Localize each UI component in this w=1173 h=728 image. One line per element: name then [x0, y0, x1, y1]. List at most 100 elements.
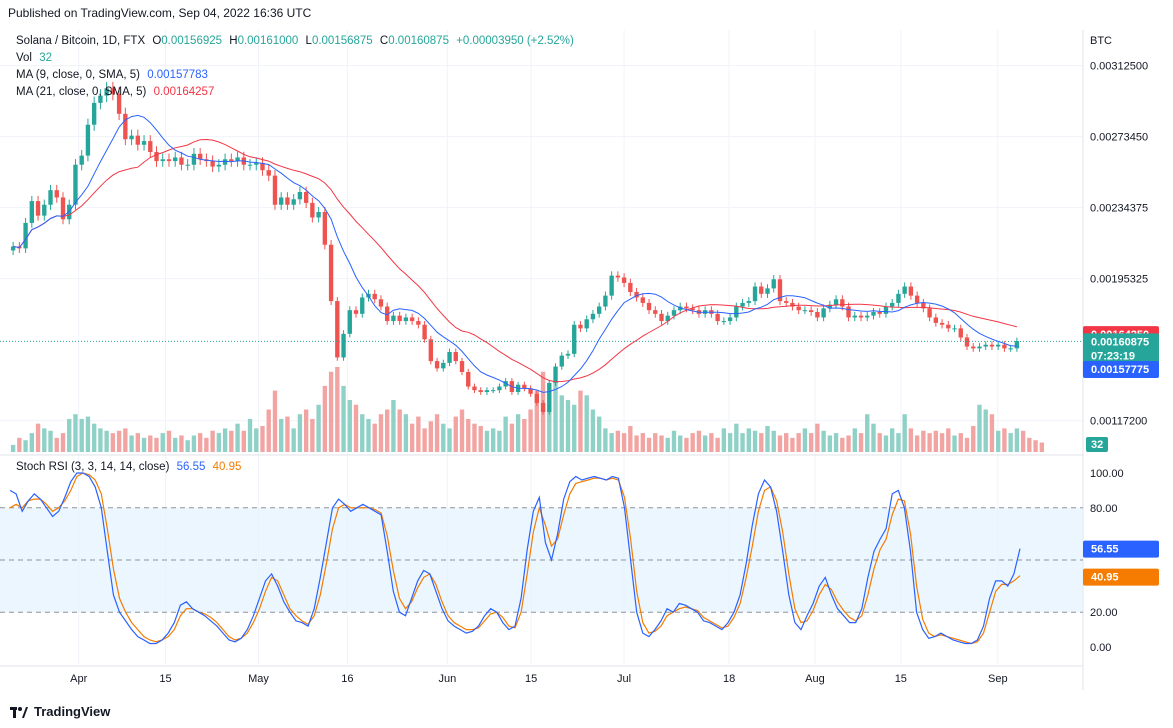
ma9-value: 0.00157783 [147, 69, 208, 81]
volume-bar [91, 423, 97, 452]
candle-body [734, 306, 739, 318]
volume-bar [335, 367, 340, 452]
volume-bar [503, 416, 508, 452]
candle-body [79, 155, 84, 165]
candle-body [173, 157, 178, 162]
published-note: Published on TradingView.com, Sep 04, 20… [8, 6, 312, 20]
candle-body [665, 315, 670, 322]
high-value: 0.00161000 [237, 35, 299, 47]
volume-bar [466, 418, 471, 452]
candle-body [434, 361, 440, 369]
volume-bar [615, 430, 621, 452]
time-tick-label: Apr [70, 673, 87, 685]
candle-body [235, 157, 240, 162]
candle-body [740, 302, 745, 307]
volume-bar [572, 404, 577, 452]
volume-bar [665, 437, 670, 452]
candle-body [279, 197, 284, 205]
candle-body [765, 288, 770, 294]
volume-bar [397, 409, 402, 452]
candle-body [883, 306, 889, 314]
candle-body [222, 159, 228, 165]
volume-bar [391, 400, 396, 452]
change-value: +0.00003950 (+2.52%) [456, 35, 574, 47]
candle-body [1014, 341, 1020, 349]
volume-bar [584, 395, 589, 452]
volume-bar [447, 428, 452, 452]
time-tick-label: 15 [159, 673, 171, 685]
candle-body [35, 201, 41, 216]
volume-bar [578, 390, 583, 452]
symbol-name[interactable]: Solana / Bitcoin, 1D, FTX [16, 35, 146, 47]
close-value: 0.00160875 [388, 35, 449, 47]
volume-bar [23, 440, 28, 452]
rsi-k-tag-bg [1083, 540, 1159, 558]
stoch-rsi-pane [0, 472, 1083, 645]
volume-bar [771, 430, 776, 452]
volume-bar [846, 435, 851, 452]
candle-body [596, 306, 602, 314]
volume-bar [341, 385, 346, 452]
candle-body [989, 344, 995, 347]
volume-bar [1027, 437, 1032, 452]
ma21-line [13, 138, 1018, 383]
volume-legend: Vol 32 [16, 52, 52, 64]
volume-bar [927, 433, 932, 452]
ma9-label[interactable]: MA (9, close, 0, SMA, 5) [16, 69, 140, 81]
volume-bar [328, 371, 334, 452]
rsi-k-tag-text: 56.55 [1091, 544, 1119, 556]
volume-bar [166, 430, 172, 452]
candle-body [297, 192, 303, 200]
footer-brand[interactable]: TradingView [10, 704, 110, 719]
volume-bar [241, 430, 246, 452]
last-price-tag-bg [1083, 333, 1159, 366]
volume-bars [10, 367, 1045, 452]
volume-bar [690, 433, 695, 452]
candle-body [865, 315, 870, 318]
candle-body [403, 317, 409, 322]
candle-body [422, 324, 427, 340]
time-tick-label: May [248, 673, 269, 685]
price-tick-label: 0.00195325 [1090, 274, 1148, 286]
time-tick-label: Sep [988, 673, 1008, 685]
candle-body [353, 310, 359, 314]
volume-bar [54, 437, 59, 452]
volume-bar [478, 426, 483, 452]
candle-body [777, 279, 783, 302]
price-tick-label: 0.00312500 [1090, 61, 1148, 73]
candle-body [397, 315, 402, 322]
volume-bar [790, 437, 795, 452]
volume-bar [409, 423, 415, 452]
candle-body [559, 355, 564, 367]
volume-bar [123, 428, 128, 452]
volume-bar [946, 428, 951, 452]
candle-body [490, 390, 496, 392]
candle-body [964, 337, 970, 347]
close-label: C [379, 35, 389, 47]
candle-body [291, 199, 296, 205]
last-price-tag-text: 0.00160875 [1091, 336, 1149, 348]
candle-body [946, 324, 951, 329]
volume-bar [35, 423, 41, 452]
candle-body [977, 346, 982, 349]
candle-body [335, 301, 340, 358]
volume-bar [216, 433, 222, 452]
candle-body [197, 153, 203, 160]
ma9-line [13, 114, 1017, 393]
candle-body [958, 328, 963, 338]
ma21-label[interactable]: MA (21, close, 0, SMA, 5) [16, 86, 147, 98]
price-tick-label: 0.00234375 [1090, 203, 1148, 215]
volume-bar [995, 430, 1001, 452]
volume-bar [229, 430, 234, 452]
volume-bar [840, 437, 845, 452]
candle-body [565, 353, 571, 356]
volume-bar [303, 409, 309, 452]
rsi-label[interactable]: Stoch RSI (3, 3, 14, 14, close) [16, 461, 170, 473]
candle-body [721, 321, 727, 323]
volume-bar [939, 433, 945, 452]
candle-body [759, 286, 764, 294]
candle-body [154, 152, 159, 162]
volume-bar [933, 430, 939, 452]
volume-bar [17, 437, 22, 452]
